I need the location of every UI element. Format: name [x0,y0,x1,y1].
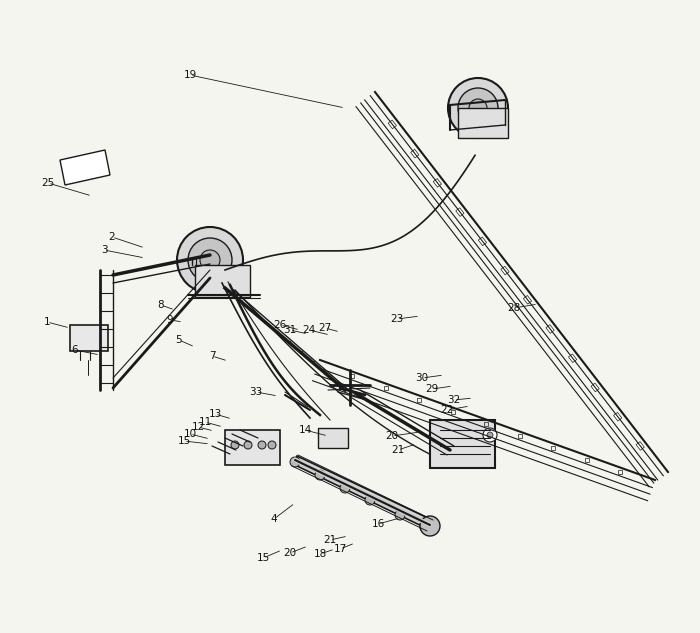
Text: 30: 30 [415,373,428,383]
Text: 5: 5 [176,335,182,345]
Circle shape [448,78,508,138]
Circle shape [258,441,266,449]
Circle shape [244,441,252,449]
Text: 2: 2 [108,232,116,242]
Text: 29: 29 [426,384,439,394]
Bar [478,237,486,246]
Circle shape [315,470,325,480]
Bar [591,383,599,392]
FancyBboxPatch shape [318,428,348,448]
Text: 8: 8 [158,300,164,310]
Circle shape [420,522,430,532]
Circle shape [290,457,300,467]
Text: 24: 24 [302,325,316,335]
Bar [411,149,419,158]
Text: 18: 18 [314,549,327,559]
Text: 21: 21 [391,445,405,455]
Polygon shape [60,150,110,185]
Bar [568,354,577,363]
Text: 27: 27 [318,323,332,333]
Bar [614,413,622,421]
Text: 4: 4 [271,514,277,524]
Circle shape [420,516,440,536]
Bar [501,266,509,275]
Text: 1: 1 [43,317,50,327]
Bar [546,325,554,334]
Text: 28: 28 [508,303,521,313]
Polygon shape [295,456,432,530]
Text: 15: 15 [177,436,190,446]
Text: 13: 13 [209,409,222,419]
Text: 23: 23 [391,314,404,324]
Text: 7: 7 [209,351,216,361]
Text: 12: 12 [191,422,204,432]
Text: 21: 21 [323,535,337,545]
Text: 33: 33 [249,387,262,397]
Bar [524,296,531,304]
Text: 10: 10 [183,429,197,439]
Circle shape [395,510,405,520]
Bar [433,179,442,187]
FancyBboxPatch shape [458,108,508,138]
Text: 31: 31 [284,325,297,335]
Circle shape [200,250,220,270]
FancyBboxPatch shape [195,265,250,297]
Bar [389,120,396,128]
Circle shape [340,483,350,493]
Circle shape [483,428,497,442]
Text: 22: 22 [440,405,454,415]
Circle shape [188,238,232,282]
Circle shape [365,495,375,505]
Bar [456,208,464,216]
Circle shape [469,99,487,117]
Circle shape [268,441,276,449]
Circle shape [458,88,498,128]
Text: 20: 20 [386,431,398,441]
Text: 26: 26 [274,320,286,330]
Circle shape [487,432,493,438]
Text: 11: 11 [198,417,211,427]
Circle shape [231,441,239,449]
Text: 20: 20 [284,548,297,558]
Text: 32: 32 [447,395,461,405]
Text: 9: 9 [167,315,174,325]
Text: 19: 19 [183,70,197,80]
Circle shape [177,227,243,293]
Text: 14: 14 [298,425,312,435]
FancyBboxPatch shape [430,420,495,468]
Text: 25: 25 [41,178,55,188]
Text: 16: 16 [372,519,384,529]
Text: 6: 6 [71,345,78,355]
Text: 3: 3 [101,245,107,255]
FancyBboxPatch shape [225,430,280,465]
FancyBboxPatch shape [70,325,108,351]
Bar [636,442,644,450]
Text: 17: 17 [333,544,346,554]
Text: 15: 15 [256,553,270,563]
